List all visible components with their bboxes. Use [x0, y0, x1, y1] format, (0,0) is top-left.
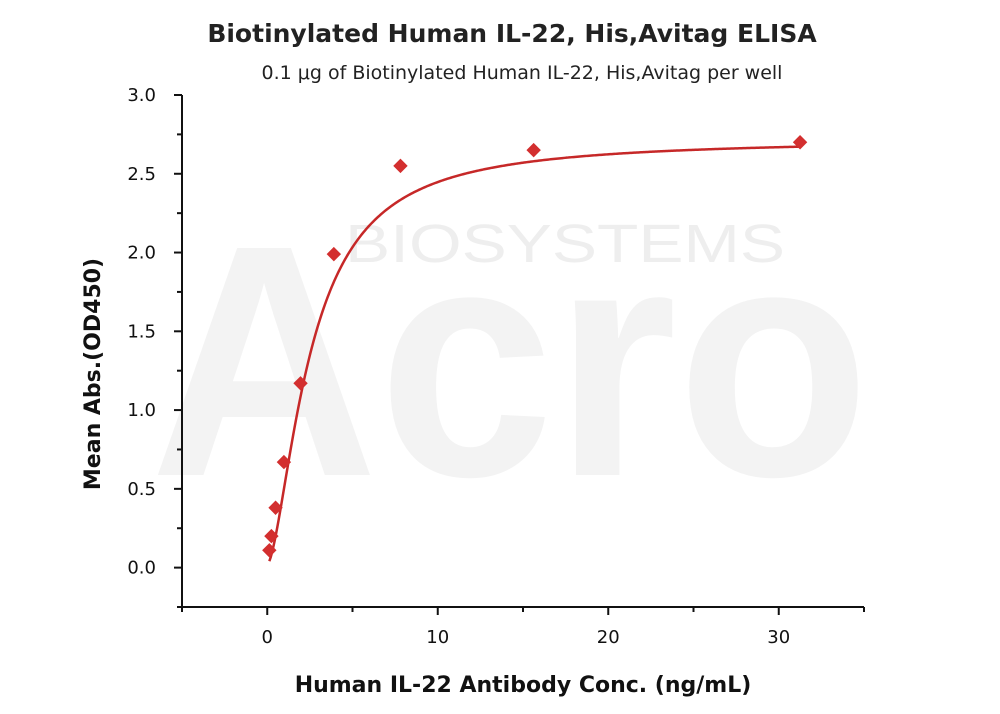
data-point: [276, 454, 292, 470]
watermark: Acro BIOSYSTEMS: [150, 176, 870, 545]
watermark-brand: Acro: [150, 176, 870, 545]
chart-subtitle: 0.1 μg of Biotinylated Human IL-22, His,…: [262, 62, 783, 84]
x-tick-label: 10: [426, 627, 449, 648]
fit-curve: [268, 145, 801, 562]
y-tick-label: 3.0: [127, 85, 156, 106]
y-tick-label: 0.5: [127, 479, 156, 500]
data-point: [326, 246, 342, 262]
x-tick-label: 20: [597, 627, 620, 648]
y-tick-label: 1.5: [127, 321, 156, 342]
data-point: [393, 158, 408, 174]
data-point: [268, 500, 283, 515]
fit-curve-group: [268, 145, 801, 562]
data-point: [792, 135, 808, 150]
data-point: [262, 543, 277, 558]
axes: 0.0 0.5 1.0 1.5 2.0 2.5 3.0 0 10 20 30: [127, 85, 865, 648]
y-tick-label: 2.5: [127, 164, 156, 185]
y-tick-label: 0.0: [127, 558, 156, 579]
watermark-sub: BIOSYSTEMS: [345, 214, 785, 274]
x-axis-label: Human IL-22 Antibody Conc. (ng/mL): [295, 673, 752, 698]
data-point: [526, 142, 541, 158]
data-point: [264, 528, 279, 544]
y-axis-label: Mean Abs.(OD450): [81, 258, 106, 490]
x-tick-label: 0: [262, 627, 273, 648]
y-tick-label: 1.0: [127, 400, 156, 421]
data-point: [293, 376, 308, 391]
chart-title: Biotinylated Human IL-22, His,Avitag ELI…: [207, 19, 817, 48]
data-points: [262, 135, 808, 558]
x-tick-label: 30: [767, 627, 790, 648]
y-tick-label: 2.0: [127, 243, 156, 264]
